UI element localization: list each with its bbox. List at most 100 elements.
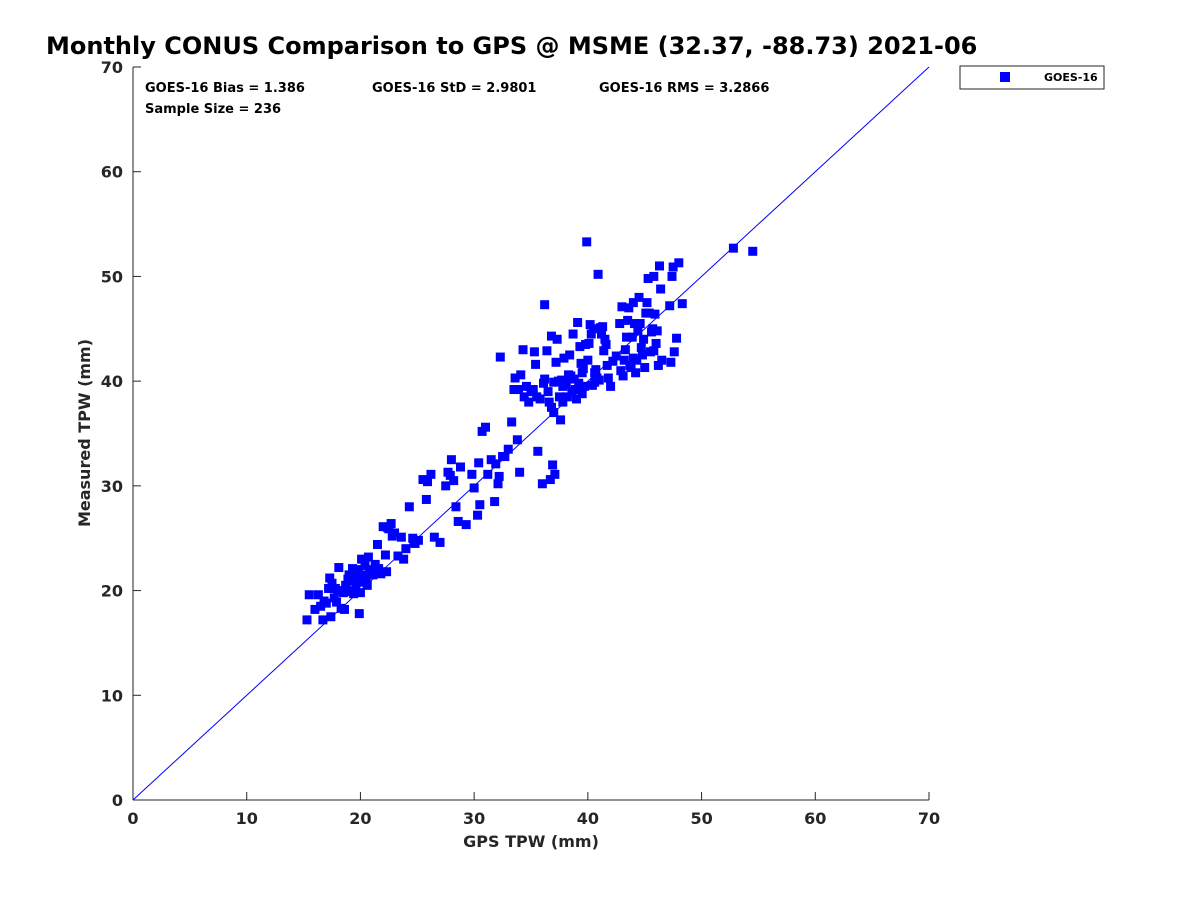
stat-std: GOES-16 StD = 2.9801 xyxy=(372,81,536,96)
x-tick-label: 0 xyxy=(127,809,138,828)
data-point xyxy=(648,324,658,334)
data-point xyxy=(396,532,406,542)
data-point xyxy=(429,532,439,542)
legend-label-goes16: GOES-16 xyxy=(1044,71,1098,84)
data-point xyxy=(491,459,501,469)
data-point xyxy=(537,479,547,489)
data-point xyxy=(601,339,611,349)
data-point xyxy=(559,353,569,363)
data-point xyxy=(349,575,359,585)
stat-bias: GOES-16 Bias = 1.386 xyxy=(145,81,305,96)
data-point xyxy=(518,345,528,355)
data-point xyxy=(636,343,646,353)
data-point xyxy=(562,392,572,402)
data-point xyxy=(574,378,584,388)
data-point xyxy=(619,355,629,365)
stat-sample-size: Sample Size = 236 xyxy=(145,102,281,117)
data-point xyxy=(584,338,594,348)
x-axis-ticks: 0 10 20 30 40 50 60 70 xyxy=(127,792,940,828)
data-point xyxy=(556,415,566,425)
data-point xyxy=(654,261,664,271)
data-point xyxy=(616,366,626,376)
data-point xyxy=(548,460,558,470)
y-tick-label: 40 xyxy=(101,372,123,391)
data-point xyxy=(376,569,386,579)
data-point xyxy=(564,370,574,380)
data-point xyxy=(325,573,335,583)
data-point xyxy=(473,510,483,520)
data-points xyxy=(302,237,758,625)
data-point xyxy=(519,392,529,402)
data-point xyxy=(521,381,531,391)
data-point xyxy=(624,303,634,313)
data-point xyxy=(359,576,369,586)
stat-rms: GOES-16 RMS = 3.2866 xyxy=(599,81,769,96)
data-point xyxy=(507,417,517,427)
x-tick-label: 30 xyxy=(463,809,485,828)
data-point xyxy=(631,368,641,378)
data-point xyxy=(599,346,609,356)
data-point xyxy=(565,350,575,360)
data-point xyxy=(374,564,384,574)
data-point xyxy=(455,462,465,472)
data-point xyxy=(546,402,556,412)
data-point xyxy=(591,365,601,375)
data-point xyxy=(363,552,373,562)
data-point xyxy=(634,292,644,302)
data-point xyxy=(451,502,461,512)
data-point xyxy=(515,467,525,477)
data-point xyxy=(467,469,477,479)
data-point xyxy=(633,326,643,336)
data-point xyxy=(590,377,600,387)
data-point xyxy=(651,338,661,348)
data-point xyxy=(481,422,491,432)
data-point xyxy=(510,373,520,383)
data-point xyxy=(620,345,630,355)
data-point xyxy=(474,458,484,468)
data-point xyxy=(545,475,555,485)
data-point xyxy=(628,298,638,308)
data-point xyxy=(618,371,628,381)
data-point xyxy=(617,302,627,312)
data-point xyxy=(652,326,662,336)
data-point xyxy=(393,551,403,561)
data-point xyxy=(577,389,587,399)
y-tick-label: 0 xyxy=(112,791,123,810)
data-point xyxy=(387,531,397,541)
data-point xyxy=(558,381,568,391)
data-point xyxy=(413,535,423,545)
data-point xyxy=(512,435,522,445)
data-point xyxy=(540,300,550,310)
data-point xyxy=(615,319,625,329)
data-point xyxy=(453,516,463,526)
data-point xyxy=(597,329,607,339)
data-point xyxy=(333,586,343,596)
data-point xyxy=(606,381,616,391)
chart-title: Monthly CONUS Comparison to GPS @ MSME (… xyxy=(46,32,977,60)
data-point xyxy=(570,385,580,395)
x-tick-label: 60 xyxy=(804,809,826,828)
data-point xyxy=(639,334,649,344)
data-point xyxy=(423,477,433,487)
data-point xyxy=(593,269,603,279)
data-point xyxy=(546,331,556,341)
data-point xyxy=(594,375,604,385)
data-point xyxy=(313,590,323,600)
data-point xyxy=(603,373,613,383)
data-point xyxy=(445,470,455,480)
data-point xyxy=(568,329,578,339)
data-point xyxy=(544,397,554,407)
data-point xyxy=(542,346,552,356)
x-tick-label: 50 xyxy=(690,809,712,828)
data-point xyxy=(573,318,583,328)
data-point xyxy=(327,578,337,588)
data-point xyxy=(608,356,618,366)
one-to-one-line xyxy=(132,66,930,801)
data-point xyxy=(582,237,592,247)
data-point xyxy=(340,604,350,614)
data-point xyxy=(595,323,605,333)
data-point xyxy=(360,560,370,570)
data-point xyxy=(446,455,456,465)
data-point xyxy=(486,455,496,465)
data-point xyxy=(748,246,758,256)
